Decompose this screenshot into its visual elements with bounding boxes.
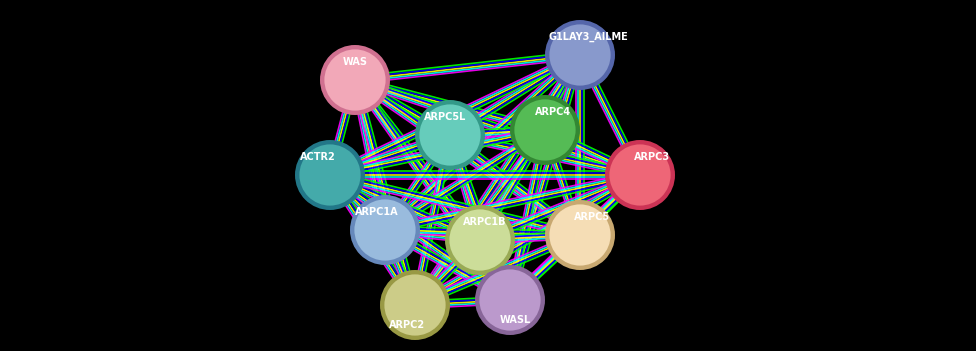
Circle shape [545, 200, 615, 270]
Circle shape [548, 23, 612, 87]
Text: ARPC1A: ARPC1A [355, 207, 399, 217]
Circle shape [320, 45, 390, 115]
Circle shape [545, 20, 615, 90]
Circle shape [475, 265, 545, 335]
Text: ARPC2: ARPC2 [389, 320, 426, 330]
Circle shape [605, 140, 675, 210]
Text: ARPC5L: ARPC5L [424, 112, 467, 122]
Text: WASL: WASL [500, 315, 531, 325]
Circle shape [298, 143, 362, 207]
Text: ARPC5: ARPC5 [574, 212, 610, 222]
Circle shape [510, 95, 580, 165]
Circle shape [323, 48, 387, 112]
Text: ACTR2: ACTR2 [301, 152, 336, 162]
Text: G1LAY3_AILME: G1LAY3_AILME [549, 32, 628, 42]
Circle shape [478, 268, 542, 332]
Text: WAS: WAS [343, 57, 368, 67]
Circle shape [380, 270, 450, 340]
Text: ARPC3: ARPC3 [634, 152, 671, 162]
Circle shape [353, 198, 417, 262]
Circle shape [383, 273, 447, 337]
Circle shape [448, 208, 512, 272]
Circle shape [415, 100, 485, 170]
Circle shape [295, 140, 365, 210]
Circle shape [418, 103, 482, 167]
Circle shape [350, 195, 420, 265]
Circle shape [608, 143, 672, 207]
Circle shape [445, 205, 515, 275]
Circle shape [548, 203, 612, 267]
Circle shape [513, 98, 577, 162]
Text: ARPC1B: ARPC1B [464, 217, 507, 227]
Text: ARPC4: ARPC4 [535, 107, 571, 117]
